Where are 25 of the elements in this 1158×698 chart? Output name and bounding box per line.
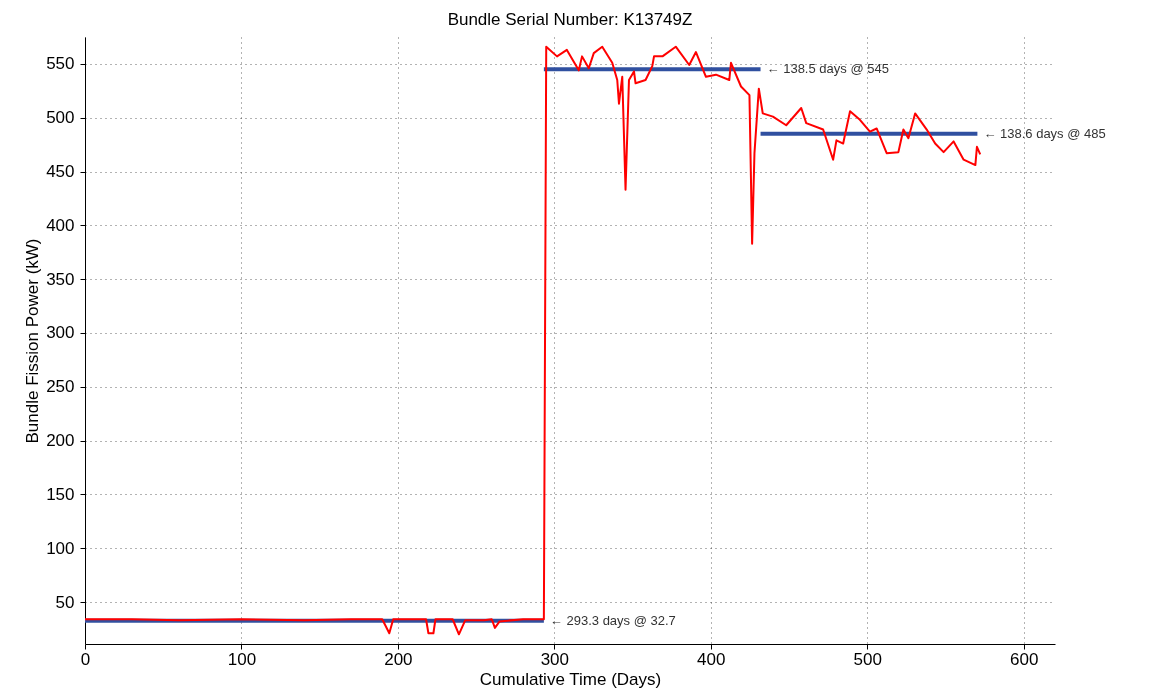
y-tick-label: 50 xyxy=(55,592,75,612)
y-tick-label: 450 xyxy=(46,162,75,182)
y-tick-label: 400 xyxy=(46,215,75,235)
y-tick-label: 300 xyxy=(46,323,75,343)
y-tick-label: 250 xyxy=(46,377,75,397)
x-tick-label: 500 xyxy=(853,649,882,669)
y-tick-label: 350 xyxy=(46,269,75,289)
x-tick-label: 200 xyxy=(384,649,413,669)
x-tick-label: 400 xyxy=(697,649,726,669)
x-tick-label: 0 xyxy=(80,649,91,669)
chart-title: Bundle Serial Number: K13749Z xyxy=(447,10,693,29)
y-tick-label: 200 xyxy=(46,431,75,451)
x-tick-label: 300 xyxy=(540,649,570,669)
y-tick-label: 150 xyxy=(46,484,75,504)
x-axis-title: Cumulative Time (Days) xyxy=(479,669,662,689)
y-tick-label: 500 xyxy=(46,108,75,128)
annotation: ← 293.3 days @ 32.7 xyxy=(549,612,676,628)
x-tick-label: 600 xyxy=(1010,649,1039,669)
y-axis-title: Bundle Fission Power (kW) xyxy=(23,238,43,444)
annotation: ← 138.5 days @ 545 xyxy=(766,61,889,77)
annotation: ← 138.6 days @ 485 xyxy=(983,125,1106,141)
y-tick-label: 550 xyxy=(46,54,75,74)
x-tick-label: 100 xyxy=(227,649,257,669)
line-series xyxy=(84,45,982,636)
y-tick-label: 100 xyxy=(46,538,75,558)
